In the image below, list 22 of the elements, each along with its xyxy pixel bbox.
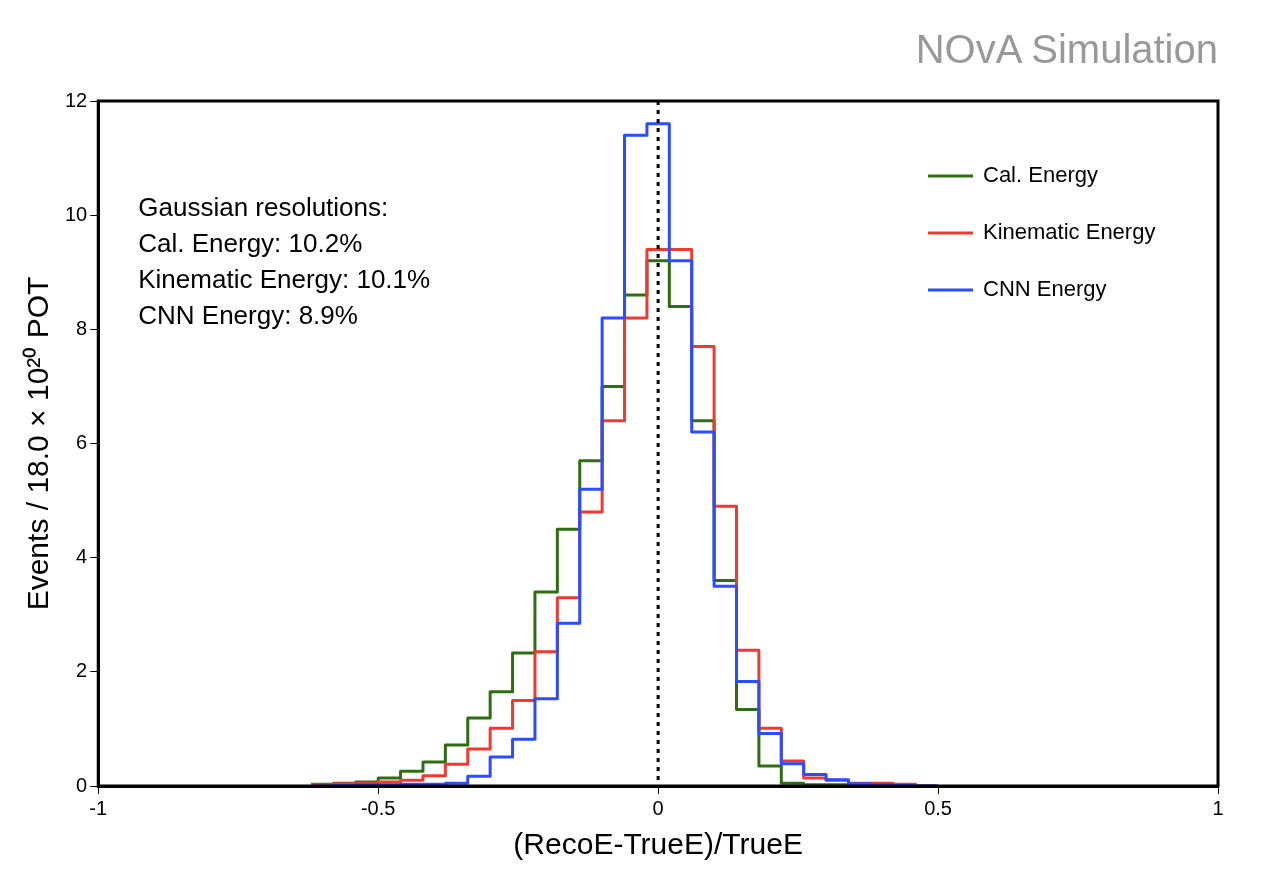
legend-label: Kinematic Energy <box>983 219 1156 245</box>
annotation: Gaussian resolutions: <box>138 192 389 222</box>
y-tick-label: 4 <box>76 545 88 568</box>
y-tick-label: 8 <box>76 316 88 339</box>
annotation: Kinematic Energy: 10.1% <box>138 264 431 294</box>
x-tick-label: 0.5 <box>924 796 952 819</box>
legend-label: CNN Energy <box>983 276 1107 302</box>
chart-title: NOvA Simulation <box>915 27 1218 72</box>
legend-label: Cal. Energy <box>983 162 1098 188</box>
annotation: Cal. Energy: 10.2% <box>138 228 363 258</box>
y-tick-label: 6 <box>76 431 88 454</box>
y-tick-label: 12 <box>65 88 88 111</box>
x-tick-label: -0.5 <box>360 796 396 819</box>
annotation: CNN Energy: 8.9% <box>138 300 358 330</box>
y-tick-label: 10 <box>65 202 88 225</box>
y-tick-label: 0 <box>76 773 88 796</box>
x-tick-label: 1 <box>1212 796 1224 819</box>
y-tick-label: 2 <box>76 659 88 682</box>
x-axis-title: (RecoE-TrueE)/TrueE <box>513 827 803 861</box>
x-tick-label: -1 <box>89 796 108 819</box>
x-tick-label: 0 <box>652 796 664 819</box>
y-axis-title: Events / 18.0 × 10²⁰ POT <box>21 276 55 611</box>
